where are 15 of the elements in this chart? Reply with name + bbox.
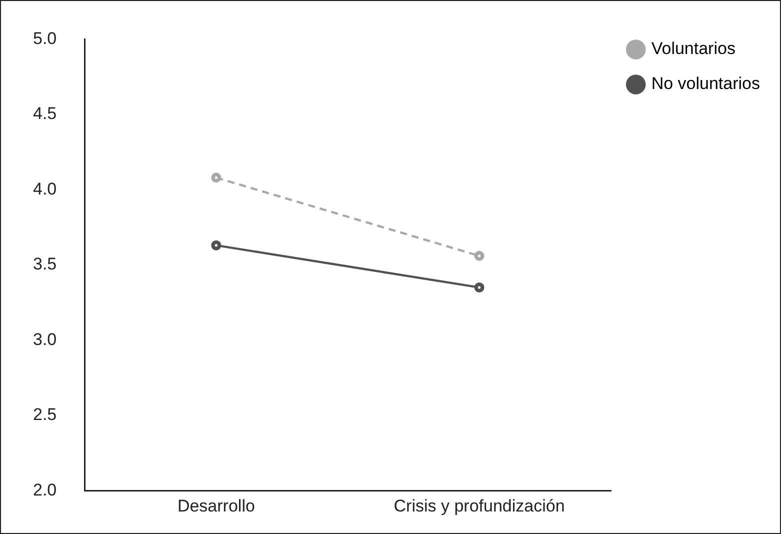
x-tick-label: Crisis y profundización bbox=[394, 496, 565, 516]
y-tick-label: 4.5 bbox=[32, 104, 57, 124]
y-tick-label: 5.0 bbox=[32, 28, 57, 48]
y-tick-label: 3.5 bbox=[32, 254, 57, 274]
y-tick-label: 2.5 bbox=[32, 405, 57, 424]
point bbox=[474, 282, 484, 292]
y-tick-label: 2.0 bbox=[32, 480, 57, 500]
point bbox=[211, 240, 222, 250]
x-tick-label: Desarrollo bbox=[177, 496, 255, 516]
legend-label: Voluntarios bbox=[651, 39, 736, 58]
point bbox=[474, 250, 484, 261]
y-tick-label: 3.0 bbox=[32, 330, 57, 349]
legend-label: No voluntarios bbox=[651, 74, 760, 94]
point bbox=[211, 172, 222, 183]
y-tick-label: 4.0 bbox=[32, 179, 57, 198]
